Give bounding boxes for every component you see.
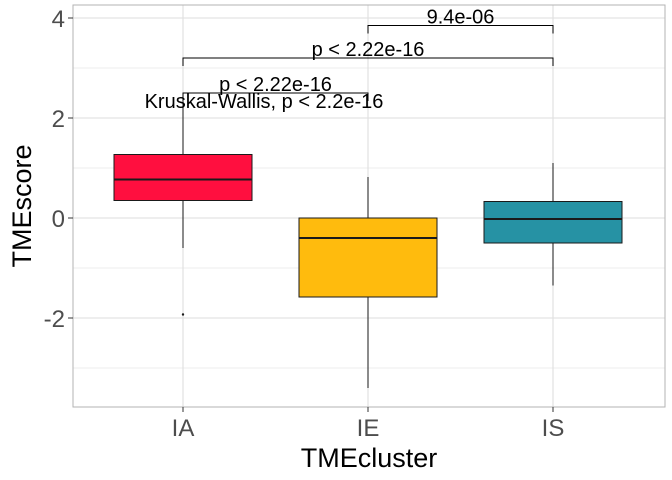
- bracket-line: [182, 92, 369, 101]
- x-tick-label: IE: [357, 415, 380, 442]
- plot-panel-border: [72, 4, 666, 408]
- bracket-p-value: p < 2.22e-16: [219, 74, 332, 96]
- box-IE: [298, 177, 438, 388]
- box-iqr: [298, 217, 438, 298]
- x-axis-title: TMEcluster: [301, 443, 438, 473]
- box-series: [113, 93, 623, 388]
- box-iqr: [113, 154, 253, 201]
- y-tick-label: 2: [52, 106, 65, 133]
- box-iqr: [483, 201, 623, 244]
- y-axis-ticks: -2 0 2 4: [44, 6, 73, 333]
- y-axis-title: TMEscore: [7, 144, 37, 267]
- bracket-p-value: p < 2.22e-16: [312, 39, 425, 61]
- comparison-brackets: 9.4e-06p < 2.22e-16p < 2.22e-16: [182, 7, 554, 101]
- global-test-label: Kruskal-Wallis, p < 2.2e-16: [145, 91, 384, 113]
- bracket-IA-IS: p < 2.22e-16: [182, 39, 554, 66]
- y-tick-label: -2: [44, 306, 65, 333]
- x-axis-ticks: IA IE IS: [172, 407, 565, 442]
- x-tick-label: IS: [542, 415, 565, 442]
- outlier-point: [181, 313, 185, 316]
- box-IA: [113, 93, 253, 316]
- x-tick-label: IA: [172, 415, 195, 442]
- bracket-line: [367, 25, 554, 34]
- bracket-IE-IS: 9.4e-06: [367, 7, 554, 34]
- y-tick-label: 4: [52, 6, 65, 33]
- y-tick-label: 0: [52, 206, 65, 233]
- box-IS: [483, 163, 623, 286]
- bracket-line: [182, 57, 554, 66]
- bracket-IA-IE: p < 2.22e-16: [182, 74, 369, 101]
- bracket-p-value: 9.4e-06: [427, 7, 495, 29]
